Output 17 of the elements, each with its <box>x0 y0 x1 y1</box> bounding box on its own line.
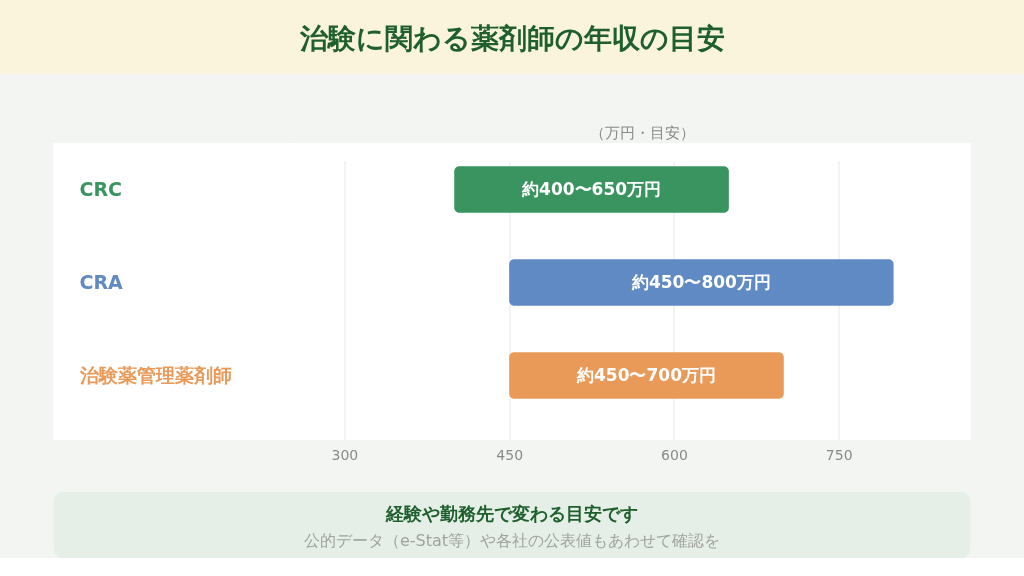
y-tick-label: 治験薬管理薬剤師 <box>78 363 232 386</box>
data-label: 約450〜800万円 <box>630 271 771 292</box>
x-axis-title: （万円・目安） <box>589 123 695 142</box>
bar <box>509 352 784 399</box>
x-tick-label: 300 <box>331 446 359 463</box>
x-tick-label: 450 <box>496 446 524 463</box>
data-label: 約450〜700万円 <box>575 364 716 385</box>
x-tick-label: 600 <box>661 446 688 463</box>
text: 経験や勤務先で変わる目安です <box>385 503 638 524</box>
text: 公的データ（e-Stat等）や各社の公表値もあわせて確認を <box>303 531 721 550</box>
y-tick-label: CRA <box>79 270 124 293</box>
chart-title: 治験に関わる薬剤師の年収の目安 <box>298 22 725 55</box>
bar <box>509 259 894 306</box>
data-label: 約400〜650万円 <box>521 178 662 199</box>
y-tick-label: CRC <box>79 177 123 200</box>
x-tick-label: 750 <box>825 446 853 463</box>
bar <box>454 166 729 213</box>
